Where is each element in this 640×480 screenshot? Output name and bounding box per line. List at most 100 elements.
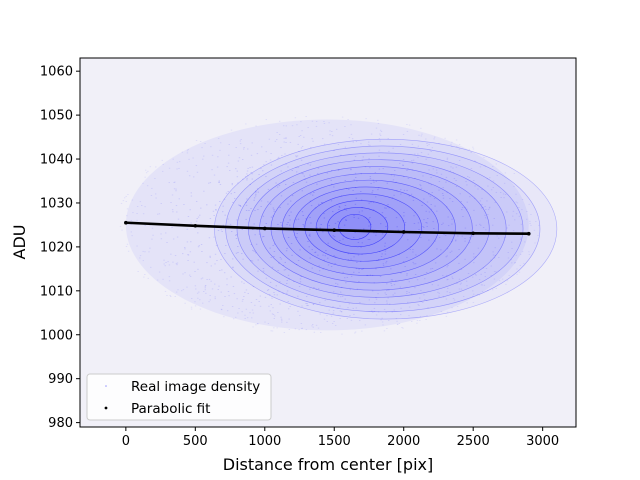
- density-dot: [458, 160, 461, 161]
- density-dot: [341, 311, 343, 313]
- density-dot: [466, 208, 468, 210]
- density-dot: [166, 295, 168, 296]
- density-dot: [375, 232, 377, 234]
- density-dot: [355, 197, 358, 199]
- density-dot: [287, 237, 290, 238]
- density-dot: [464, 227, 467, 229]
- fit-point: [526, 231, 531, 236]
- density-dot: [393, 194, 395, 196]
- density-dot: [230, 231, 233, 232]
- density-dot: [386, 328, 388, 330]
- density-dot: [235, 238, 238, 239]
- density-dot: [359, 302, 361, 304]
- density-dot: [189, 251, 192, 253]
- density-contour: [304, 193, 422, 262]
- density-dot: [511, 215, 514, 217]
- density-dot: [409, 249, 412, 251]
- density-dot: [151, 238, 153, 240]
- density-dot: [357, 241, 360, 243]
- density-dot: [425, 300, 428, 302]
- density-dot: [291, 195, 294, 197]
- density-dot: [172, 238, 175, 240]
- density-dot: [330, 179, 332, 181]
- density-dot: [230, 276, 232, 278]
- density-dot: [440, 173, 443, 175]
- density-dot: [375, 314, 378, 316]
- density-dot: [362, 156, 364, 158]
- density-dot: [172, 261, 174, 263]
- density-dot: [239, 205, 241, 207]
- density-dot: [398, 323, 401, 324]
- density-dot: [331, 183, 333, 185]
- density-dot: [521, 209, 523, 211]
- density-dot: [299, 278, 302, 280]
- density-dot: [236, 219, 238, 221]
- density-dot: [456, 282, 458, 284]
- density-dot: [236, 176, 239, 178]
- density-dot: [333, 291, 335, 293]
- density-dot: [464, 206, 466, 208]
- density-dot: [430, 176, 432, 178]
- density-dot: [360, 143, 362, 145]
- density-dot: [269, 159, 272, 161]
- density-dot: [256, 323, 259, 324]
- density-dot: [419, 315, 422, 317]
- density-dot: [216, 260, 218, 261]
- density-dot: [218, 181, 220, 183]
- density-dot: [431, 268, 434, 269]
- density-dot: [402, 164, 404, 166]
- density-dot: [220, 291, 222, 293]
- density-dot: [165, 232, 167, 234]
- density-dot: [245, 123, 247, 125]
- density-dot: [235, 235, 237, 236]
- density-dot: [170, 202, 172, 204]
- density-dot: [206, 204, 208, 206]
- density-dot: [229, 223, 232, 225]
- density-dot: [338, 205, 341, 207]
- density-dot: [404, 222, 407, 223]
- density-dot: [184, 272, 186, 274]
- density-dot: [426, 145, 429, 147]
- density-dot: [228, 154, 230, 156]
- density-dot: [435, 169, 438, 171]
- density-dot: [387, 204, 389, 205]
- density-dot: [451, 307, 453, 309]
- density-dot: [362, 268, 364, 270]
- density-dot: [225, 244, 227, 246]
- density-dot: [386, 182, 389, 184]
- density-dot: [219, 270, 221, 271]
- density-dot: [322, 254, 324, 256]
- density-dot: [341, 116, 344, 118]
- density-dot: [253, 250, 255, 252]
- density-dot: [309, 235, 311, 237]
- density-dot: [154, 178, 156, 180]
- x-tick-label: 1000: [248, 434, 281, 449]
- density-dot: [347, 119, 349, 120]
- density-dot: [383, 308, 386, 310]
- density-dot: [298, 135, 300, 137]
- density-dot: [289, 219, 291, 221]
- density-dot: [502, 193, 505, 195]
- density-dot: [339, 305, 341, 307]
- density-dot: [178, 198, 180, 200]
- density-dot: [499, 192, 502, 193]
- density-dot: [461, 209, 463, 211]
- density-dot: [258, 301, 260, 302]
- density-dot: [408, 281, 411, 283]
- density-dot: [349, 289, 351, 291]
- density-dot: [262, 170, 264, 172]
- density-dot: [254, 210, 256, 211]
- density-dot: [423, 198, 425, 200]
- density-dot: [371, 290, 374, 292]
- density-dot: [232, 201, 234, 203]
- density-dot: [323, 259, 325, 261]
- density-dot: [334, 256, 337, 258]
- density-dot: [381, 321, 384, 323]
- density-dot: [209, 299, 212, 301]
- density-dot: [258, 233, 261, 235]
- density-dot: [313, 287, 315, 288]
- density-dot: [384, 253, 387, 255]
- density-dot: [384, 250, 387, 252]
- density-dot: [197, 268, 199, 270]
- density-contour: [327, 207, 389, 248]
